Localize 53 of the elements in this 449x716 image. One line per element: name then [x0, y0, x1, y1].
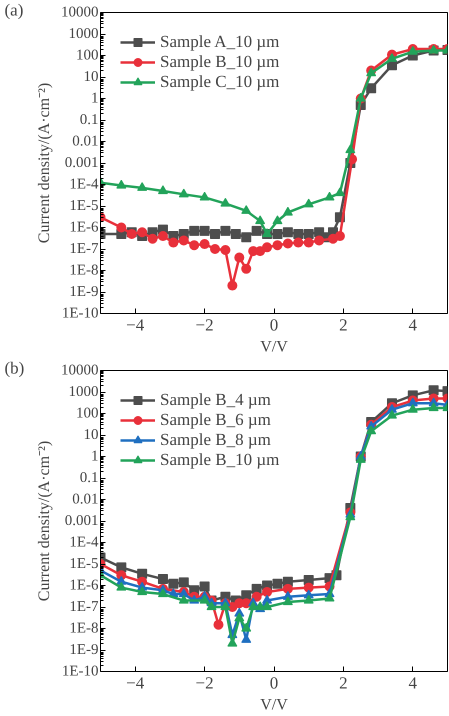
x-axis-title: V/V — [260, 696, 288, 714]
y-tick-label: 0.1 — [80, 112, 98, 128]
y-tick-label: 10 — [84, 69, 98, 85]
y-axis-title: Current density/(A·cm⁻²) — [36, 440, 53, 602]
y-tick-label: 10000 — [61, 4, 98, 20]
y-tick-label: 1 — [91, 90, 98, 106]
y-tick-label: 1E-7 — [69, 599, 99, 615]
y-tick-label: 1E-6 — [69, 578, 99, 594]
y-tick-label: 1E-10 — [62, 306, 99, 322]
x-axis-title: V/V — [260, 338, 288, 356]
y-tick-label: 1E-7 — [69, 241, 99, 257]
y-tick-label: 1E-9 — [69, 284, 99, 300]
legend-label: Sample C_10 µm — [160, 72, 280, 92]
x-tick-label: 0 — [270, 674, 278, 692]
y-tick-label: 1E-5 — [69, 556, 99, 572]
y-tick-label: 0.01 — [72, 492, 98, 508]
x-tick-label: 2 — [339, 674, 348, 692]
legend-label: Sample B_8 µm — [160, 430, 271, 450]
y-tick-label: 1E-4 — [69, 176, 99, 192]
text: (b) — [4, 358, 24, 378]
y-tick-label: 10000 — [61, 362, 98, 378]
y-tick-label: 0.1 — [80, 470, 98, 486]
legend-label: Sample B_4 µm — [160, 390, 271, 410]
legend-label: Sample B_6 µm — [160, 410, 271, 430]
y-tick-label: 100 — [76, 48, 98, 64]
x-tick-label: −4 — [126, 674, 145, 692]
y-tick-label: 1E-10 — [62, 664, 99, 680]
y-tick-label: 1E-9 — [69, 642, 99, 658]
legend-label: Sample B_10 µm — [160, 52, 280, 72]
x-tick-label: 4 — [408, 316, 418, 334]
y-tick-label: 100 — [76, 406, 98, 422]
y-tick-label: 0.001 — [64, 155, 98, 171]
y-tick-label: 1E-5 — [69, 198, 99, 214]
y-tick-label: 1000 — [68, 384, 98, 400]
y-tick-label: 1 — [91, 448, 98, 464]
y-tick-label: 1E-6 — [69, 220, 99, 236]
y-tick-label: 1E-8 — [69, 620, 99, 636]
text: (a) — [4, 0, 24, 20]
x-tick-label: −2 — [196, 316, 214, 334]
x-tick-label: 4 — [408, 674, 418, 692]
y-tick-label: 0.01 — [72, 134, 98, 150]
x-tick-label: −2 — [196, 674, 214, 692]
legend-label: Sample A_10 µm — [160, 32, 280, 52]
legend-label: Sample B_10 µm — [160, 450, 280, 470]
y-tick-label: 1E-4 — [69, 534, 99, 550]
y-axis-title: Current density/(A·cm⁻²) — [36, 82, 53, 244]
x-tick-label: −4 — [126, 316, 145, 334]
x-tick-label: 0 — [270, 316, 278, 334]
y-tick-label: 0.001 — [64, 513, 98, 529]
y-tick-label: 1000 — [68, 26, 98, 42]
y-tick-label: 10 — [84, 427, 98, 443]
y-tick-label: 1E-8 — [69, 262, 99, 278]
x-tick-label: 2 — [339, 316, 348, 334]
